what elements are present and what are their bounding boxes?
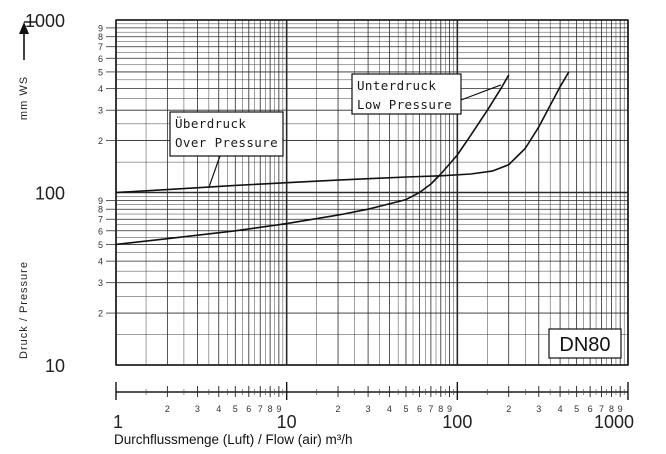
x-minor-tick-label: 7 <box>258 404 263 414</box>
y-arrow-head <box>19 22 29 34</box>
y-major-tick-label: 100 <box>35 184 65 204</box>
x-minor-tick-label: 6 <box>588 404 593 414</box>
label-line: Überdruck <box>175 115 246 131</box>
x-minor-tick-label: 2 <box>336 404 341 414</box>
label-box <box>169 111 284 157</box>
chart-grid <box>115 19 629 366</box>
y-minor-tick-label: 7 <box>98 215 103 225</box>
y-minor-tick-label: 4 <box>98 84 103 94</box>
size-badge: DN80 <box>548 328 622 359</box>
x-minor-tick-label: 6 <box>246 404 251 414</box>
y-major-tick-label: 10 <box>45 356 65 376</box>
x-minor-tick-label: 3 <box>536 404 541 414</box>
x-minor-tick-label: 9 <box>618 404 623 414</box>
x-minor-tick-label: 8 <box>609 404 614 414</box>
y-minor-tick-label: 6 <box>98 226 103 236</box>
x-minor-tick-label: 2 <box>506 404 511 414</box>
y-minor-tick-label: 3 <box>98 106 103 116</box>
x-minor-tick-label: 3 <box>195 404 200 414</box>
label-leader-line <box>460 84 502 101</box>
y-minor-tick-label: 9 <box>98 196 103 206</box>
y-minor-tick-label: 5 <box>98 240 103 250</box>
x-minor-tick-label: 4 <box>558 404 563 414</box>
x-minor-tick-label: 5 <box>233 404 238 414</box>
y-minor-tick-label: 7 <box>98 42 103 52</box>
label-leader-line <box>208 155 221 188</box>
x-minor-tick-label: 5 <box>574 404 579 414</box>
x-minor-tick-label: 7 <box>428 404 433 414</box>
y-minor-tick-label: 9 <box>98 23 103 33</box>
over-pressure-label: Überdruck Over Pressure <box>169 111 284 188</box>
y-major-tick-label: 1000 <box>25 11 65 31</box>
x-minor-tick-label: 8 <box>268 404 273 414</box>
badge-text: DN80 <box>559 334 610 356</box>
x-major-tick-label: 100 <box>442 412 472 432</box>
label-box <box>351 73 462 115</box>
chart-curves <box>115 71 570 246</box>
label-line: Low Pressure <box>357 97 452 112</box>
x-minor-tick-label: 4 <box>387 404 392 414</box>
y-minor-tick-label: 5 <box>98 67 103 77</box>
x-minor-tick-label: 2 <box>165 404 170 414</box>
y-minor-tick-label: 6 <box>98 54 103 64</box>
x-minor-tick-label: 9 <box>276 404 281 414</box>
y-minor-tick-label: 8 <box>98 205 103 215</box>
label-line: Over Pressure <box>175 135 278 150</box>
x-major-tick-label: 10 <box>277 412 297 432</box>
x-major-tick-label: 1000 <box>594 412 634 432</box>
x-major-tick-label: 1 <box>113 412 123 432</box>
label-line: Unterdruck <box>357 78 436 93</box>
badge-box <box>548 328 622 359</box>
x-minor-tick-label: 9 <box>447 404 452 414</box>
y-minor-tick-label: 4 <box>98 257 103 267</box>
y-minor-tick-label: 3 <box>98 278 103 288</box>
x-minor-tick-label: 6 <box>417 404 422 414</box>
x-minor-tick-label: 8 <box>438 404 443 414</box>
x-minor-tick-label: 5 <box>403 404 408 414</box>
y-minor-tick-label: 2 <box>98 136 103 146</box>
y-unit-label: mm WS <box>18 76 30 120</box>
low-pressure-curve <box>115 74 510 246</box>
low-pressure-label: Unterdruck Low Pressure <box>351 73 502 115</box>
over-pressure-curve <box>115 71 570 194</box>
chart-labels: Überdruck Over Pressure Unterdruck Low Pres… <box>169 73 622 359</box>
x-minor-tick-label: 7 <box>599 404 604 414</box>
y-minor-tick-label: 8 <box>98 32 103 42</box>
y-axis-label: Druck / Pressure <box>18 261 30 359</box>
y-minor-tick-label: 2 <box>98 309 103 319</box>
x-minor-tick-label: 4 <box>216 404 221 414</box>
x-minor-tick-label: 3 <box>366 404 371 414</box>
x-axis-label: Durchflussmenge (Luft) / Flow (air) m³/h <box>114 432 353 447</box>
